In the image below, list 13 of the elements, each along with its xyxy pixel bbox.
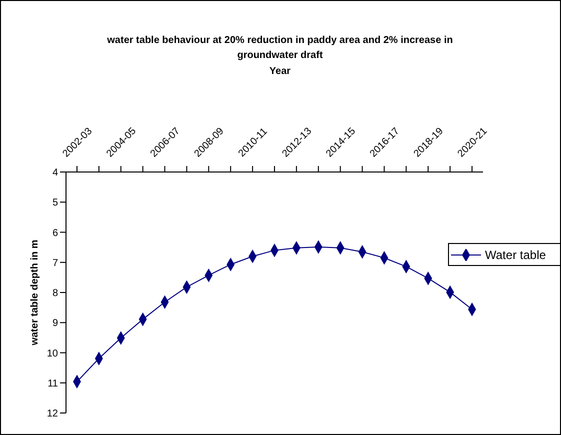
y-tick-label: 9 <box>52 318 58 330</box>
chart-title: water table behaviour at 20% reduction in paddy area and 2% increase in groundwater draft <box>106 34 454 63</box>
y-tick-label: 7 <box>52 258 58 269</box>
legend-label: Water table <box>485 248 546 262</box>
y-tick-label: 4 <box>52 168 58 179</box>
y-tick-label: 10 <box>46 348 58 360</box>
x2-axis-title: Year <box>268 66 292 77</box>
y-axis-title: water table depth in m <box>30 240 41 346</box>
y-tick-label: 5 <box>52 198 58 209</box>
y-tick-label: 8 <box>52 288 58 300</box>
y-tick-label: 12 <box>46 408 58 420</box>
y-tick-label: 11 <box>48 378 58 390</box>
y-tick-label: 6 <box>52 228 58 239</box>
